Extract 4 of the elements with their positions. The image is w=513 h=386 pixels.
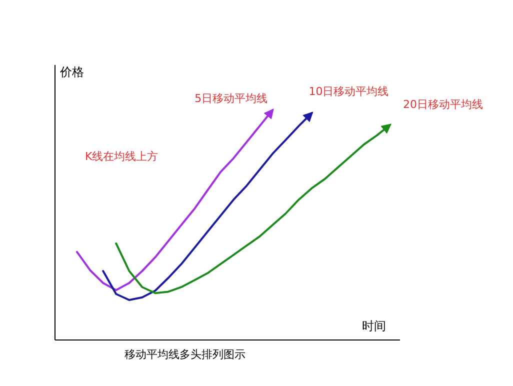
annotation: 移动平均线多头排列图示	[124, 348, 246, 361]
annotation: K线在均线上方	[85, 150, 158, 163]
xlabel: 时间	[362, 319, 386, 333]
ylabel: 价格	[60, 65, 84, 79]
